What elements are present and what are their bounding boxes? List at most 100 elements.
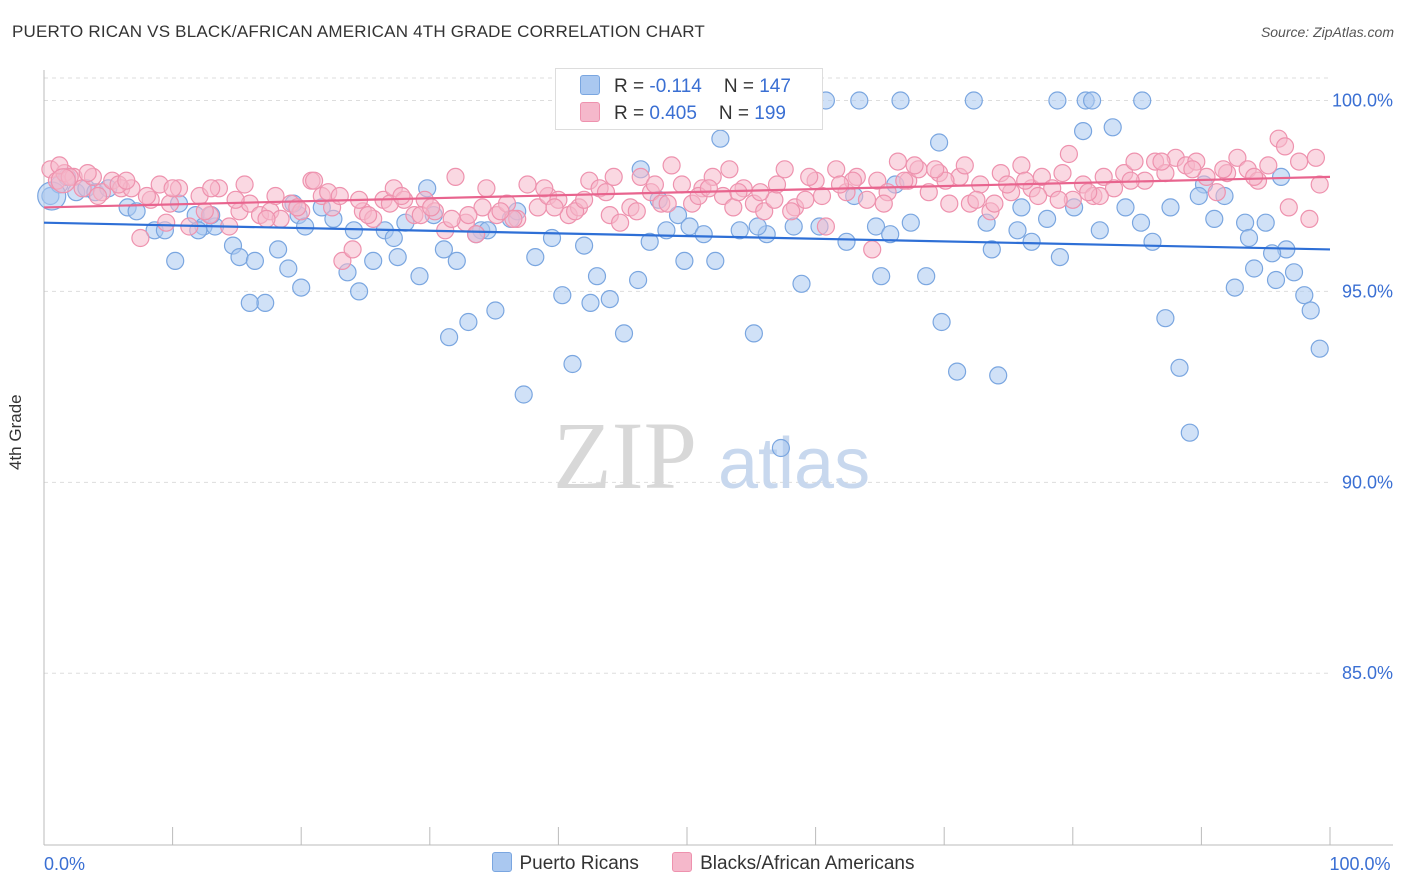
point-black-african-american bbox=[202, 179, 221, 198]
point-puerto-rican bbox=[706, 251, 725, 270]
point-puerto-rican bbox=[459, 312, 478, 332]
point-black-african-american bbox=[1259, 156, 1278, 175]
trend-lines bbox=[43, 175, 1331, 251]
point-black-african-american bbox=[1197, 167, 1216, 186]
point-puerto-rican bbox=[1189, 186, 1208, 206]
point-puerto-rican bbox=[1050, 248, 1070, 267]
point-black-african-american bbox=[1016, 171, 1035, 190]
point-black-african-american bbox=[1152, 152, 1171, 171]
point-black-african-american bbox=[343, 240, 362, 259]
point-black-african-american bbox=[1079, 183, 1098, 202]
point-black-african-american bbox=[359, 206, 378, 225]
point-black-african-american bbox=[1207, 183, 1226, 202]
r-label: R = bbox=[614, 103, 650, 124]
point-puerto-rican bbox=[614, 324, 634, 343]
point-black-african-american bbox=[1279, 198, 1298, 217]
legend-item-puerto-ricans: Puerto Ricans bbox=[491, 852, 639, 875]
point-black-african-american bbox=[1183, 160, 1202, 179]
point-black-african-american bbox=[157, 213, 176, 232]
point-puerto-rican bbox=[245, 251, 264, 270]
watermark-atlas-text: atlas bbox=[718, 424, 870, 504]
point-black-african-american bbox=[535, 179, 554, 198]
point-puerto-rican bbox=[850, 91, 869, 110]
point-puerto-rican bbox=[434, 240, 453, 259]
n-label: N = bbox=[718, 103, 755, 124]
point-black-african-american bbox=[895, 171, 914, 190]
point-puerto-rican bbox=[1082, 91, 1102, 110]
point-black-african-american bbox=[473, 198, 492, 217]
point-black-african-american bbox=[868, 171, 887, 190]
point-black-african-american bbox=[827, 160, 846, 179]
trend-line-puerto-ricans bbox=[43, 221, 1331, 251]
point-puerto-rican bbox=[1244, 259, 1264, 278]
point-puerto-rican bbox=[964, 91, 983, 110]
point-black-african-american bbox=[1275, 137, 1295, 156]
point-puerto-rican bbox=[1180, 423, 1199, 442]
point-puerto-rican bbox=[388, 248, 407, 267]
point-black-african-american bbox=[658, 194, 677, 213]
point-black-african-american bbox=[940, 194, 959, 213]
tick-labels: 100.0% 95.0% 90.0% 85.0% 0.0% 100.0% bbox=[44, 91, 1393, 874]
point-black-african-american bbox=[796, 190, 815, 209]
point-puerto-rican bbox=[901, 213, 920, 232]
point-black-african-american bbox=[926, 160, 945, 179]
stats-legend: R = -0.114 N = 147 R = 0.405 N = 199 bbox=[555, 68, 823, 130]
point-black-african-american bbox=[1306, 148, 1326, 167]
point-black-african-american bbox=[863, 240, 882, 259]
point-black-african-american bbox=[955, 156, 974, 175]
point-puerto-rican bbox=[1310, 339, 1329, 358]
point-puerto-rican bbox=[350, 282, 369, 301]
point-black-african-american bbox=[610, 213, 630, 232]
n-value: 147 bbox=[759, 76, 791, 97]
point-puerto-rican bbox=[1143, 232, 1162, 251]
point-black-african-american bbox=[1028, 186, 1048, 206]
point-black-african-american bbox=[720, 160, 739, 179]
point-black-african-american bbox=[729, 183, 748, 202]
y-tick-label: 90.0% bbox=[1342, 472, 1393, 492]
point-black-african-american bbox=[1104, 179, 1124, 198]
point-puerto-rican bbox=[1012, 198, 1031, 217]
point-black-african-american bbox=[442, 209, 461, 228]
point-black-african-american bbox=[604, 167, 623, 186]
point-black-african-american bbox=[775, 160, 794, 179]
point-black-african-american bbox=[800, 167, 819, 186]
point-black-african-american bbox=[1289, 152, 1309, 171]
point-black-african-american bbox=[50, 168, 76, 194]
point-black-african-american bbox=[755, 202, 774, 221]
point-black-african-american bbox=[459, 206, 478, 225]
watermark: ZIP atlas bbox=[553, 402, 870, 509]
point-black-african-american bbox=[699, 179, 719, 198]
point-puerto-rican bbox=[600, 290, 619, 309]
point-puerto-rican bbox=[792, 274, 811, 293]
point-puerto-rican bbox=[1295, 286, 1314, 305]
point-puerto-rican bbox=[1301, 301, 1320, 320]
point-black-african-american bbox=[812, 186, 832, 206]
legend-swatch-blue bbox=[491, 852, 512, 872]
point-puerto-rican bbox=[917, 267, 936, 286]
point-puerto-rican bbox=[292, 278, 311, 297]
legend-label: Blacks/African Americans bbox=[700, 853, 915, 874]
point-black-african-american bbox=[518, 175, 537, 194]
point-puerto-rican bbox=[440, 328, 459, 347]
point-puerto-rican bbox=[1266, 270, 1286, 290]
point-puerto-rican bbox=[230, 248, 249, 267]
point-puerto-rican bbox=[1008, 221, 1027, 240]
point-black-african-american bbox=[1053, 164, 1072, 183]
point-puerto-rican bbox=[947, 362, 967, 381]
point-black-african-american bbox=[985, 194, 1004, 213]
point-black-african-american bbox=[305, 171, 324, 190]
point-black-african-american bbox=[1012, 156, 1031, 175]
point-puerto-rican bbox=[1037, 209, 1057, 228]
point-puerto-rican bbox=[526, 248, 545, 267]
point-black-african-american bbox=[919, 183, 938, 202]
point-black-african-american bbox=[78, 164, 97, 183]
point-black-african-american bbox=[330, 186, 349, 206]
point-black-african-american bbox=[857, 190, 877, 209]
series-blacks-african-americans bbox=[41, 129, 1329, 270]
n-label: N = bbox=[723, 76, 760, 97]
point-black-african-american bbox=[905, 156, 924, 175]
legend-swatch-pink bbox=[672, 852, 693, 872]
point-puerto-rican bbox=[296, 217, 315, 236]
point-black-african-american bbox=[1244, 167, 1264, 186]
